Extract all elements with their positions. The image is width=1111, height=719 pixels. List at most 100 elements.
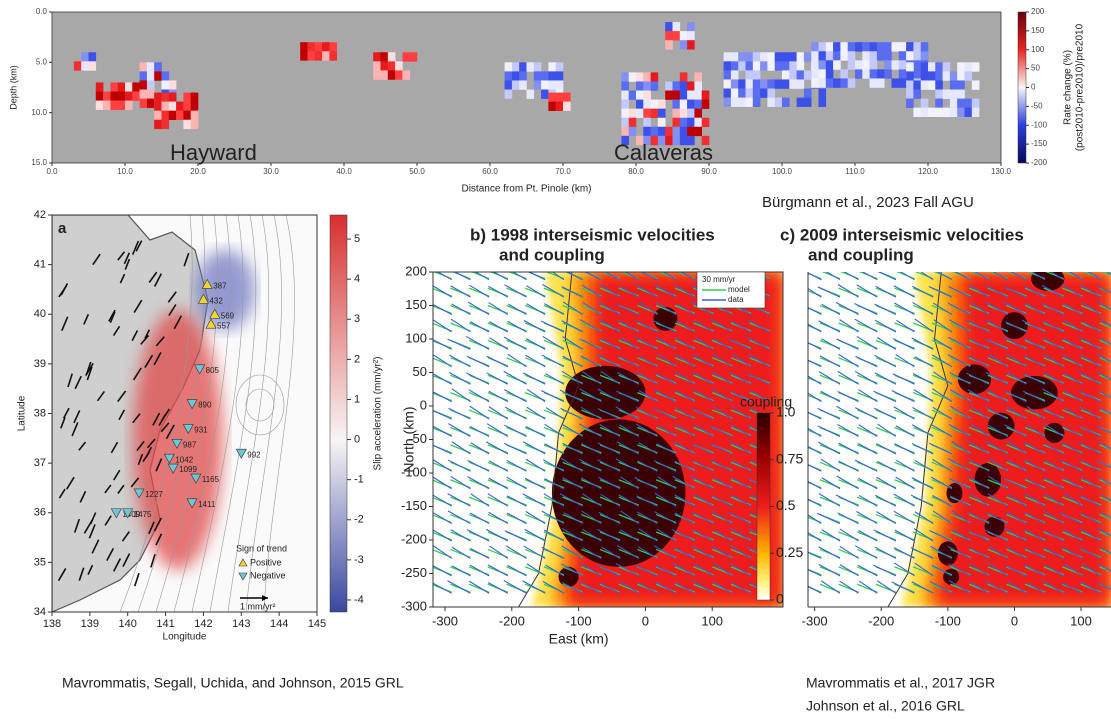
data-arrow [821,477,841,490]
data-arrow [674,494,696,507]
colorbar-tick-label: 1 [354,393,360,405]
data-arrow [857,477,878,490]
cell [884,60,892,70]
data-arrow [433,444,452,455]
gps-vector [104,515,112,526]
data-arrow [854,545,878,559]
data-arrow [808,445,822,455]
data-arrow [1044,564,1064,577]
data-arrow [893,562,915,577]
cell [300,51,308,61]
data-arrow [544,423,565,437]
data-arrow [932,354,953,368]
station-marker [171,438,183,449]
cell [409,52,418,62]
data-arrow [985,581,1009,594]
data-arrow [545,373,565,385]
data-arrow [559,493,583,507]
y-axis-label: Depth (km) [8,65,18,110]
cell [745,52,754,62]
data-arrow [619,286,639,298]
data-arrow [1043,443,1064,455]
cell [964,71,973,81]
data-arrow [1061,284,1083,298]
cell [687,31,695,41]
data-arrow [433,391,452,403]
data-arrow [662,272,677,281]
data-arrow [930,476,953,490]
data-arrow [578,581,602,594]
data-arrow [911,337,934,350]
legend-title: Sign of trend [236,543,287,553]
cell [942,107,951,117]
x-tick-label: 140 [119,618,137,630]
gps-vector [117,484,125,494]
data-arrow [967,320,990,333]
cell [373,70,381,80]
data-arrow [579,338,602,350]
data-arrow [967,457,990,472]
data-arrow [861,272,878,281]
cell [730,70,739,80]
cell [949,89,958,99]
x-tick-label: 40.0 [336,167,352,176]
cell [752,61,761,71]
y-tick-label: 39 [34,358,46,370]
data-arrow [748,354,770,368]
data-arrow [948,319,971,333]
cell [168,110,177,121]
data-arrow [1003,336,1027,350]
cell [694,99,702,109]
model-arrow [1099,339,1111,346]
gps-vector [106,548,115,562]
x-tick-label: 60.0 [482,167,498,176]
data-arrow [818,371,841,385]
contour [235,374,285,436]
gps-vector [112,558,122,572]
data-arrow [912,406,934,420]
data-arrow [503,370,527,385]
station-label: 1042 [175,455,193,464]
data-arrow [1021,319,1046,333]
data-arrow [487,582,509,594]
gps-vector [173,315,183,330]
cell [730,52,739,62]
data-arrow [562,442,583,455]
station-marker [205,318,217,329]
gps-vector [131,330,139,342]
data-arrow [453,272,471,281]
cell [774,97,783,107]
gps-vector [155,336,165,347]
data-arrow [876,443,897,455]
data-arrow [543,493,565,507]
cell [971,98,980,108]
data-arrow [984,338,1009,350]
data-arrow [709,442,733,455]
station-marker [110,508,122,519]
cell [563,101,571,111]
station-label: 557 [217,321,231,330]
cell [628,72,637,82]
data-arrow [525,425,546,437]
cell [672,90,681,100]
cell [504,71,513,81]
cell [548,71,556,81]
data-arrow [599,582,621,594]
cell [862,60,870,70]
station-label: 1165 [202,475,220,484]
data-arrow [1043,547,1064,559]
cell [307,51,316,61]
cell [803,88,812,98]
data-arrow [1097,301,1111,311]
data-arrow [597,528,621,542]
data-arrow [818,563,841,577]
colorbar-tick-label: -150 [1031,139,1048,148]
data-arrow [1004,390,1027,403]
x-tick-label: 30.0 [263,167,279,176]
cell [555,71,564,81]
data-arrow [874,372,897,385]
data-arrow [653,389,677,403]
data-arrow [561,370,583,385]
cell [190,119,199,130]
cell [621,117,629,128]
